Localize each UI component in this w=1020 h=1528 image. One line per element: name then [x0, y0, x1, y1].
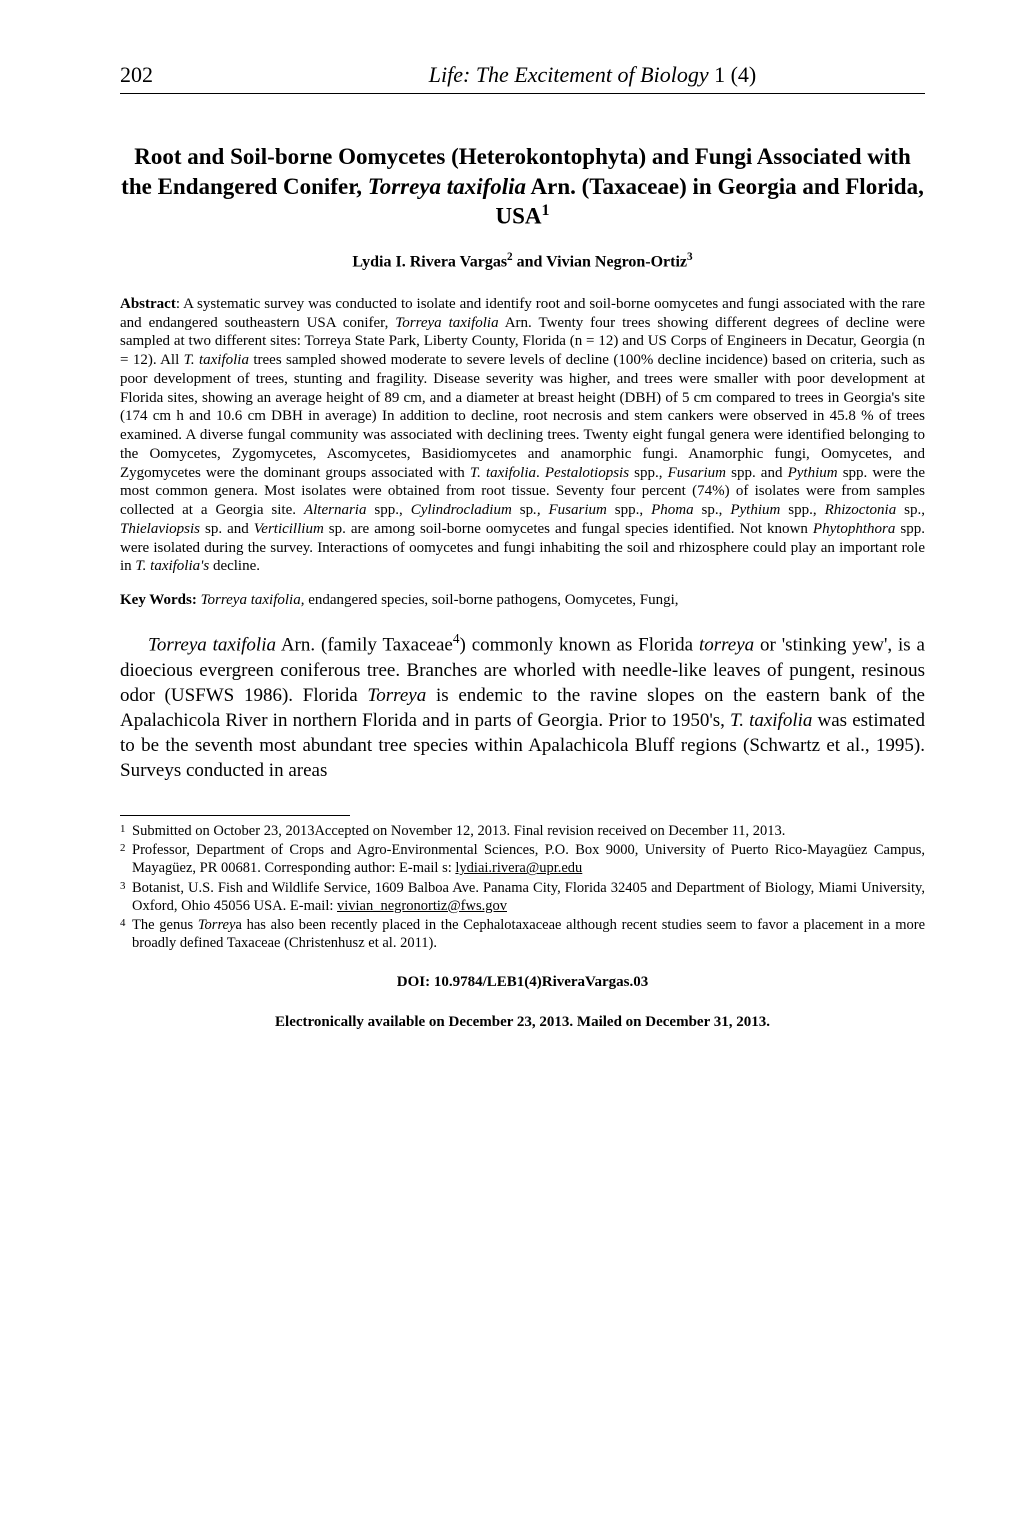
footnote-2-text: Professor, Department of Crops and Agro-… [132, 841, 925, 877]
abstract-text-13: sp., [896, 502, 925, 518]
keywords-line: Key Words: Torreya taxifolia, endangered… [120, 590, 925, 610]
availability-line: Electronically available on December 23,… [120, 1012, 925, 1032]
keywords-sci: Torreya taxifolia [201, 592, 301, 608]
body-sci-1: Torreya taxifolia [148, 635, 276, 656]
abstract-text-9: sp [512, 502, 533, 518]
article-title: Root and Soil-borne Oomycetes (Heterokon… [120, 142, 925, 232]
footnote-3-text: Botanist, U.S. Fish and Wildlife Service… [132, 879, 925, 915]
abstract-text-14: sp. and [200, 521, 254, 537]
abstract-sci-9: ., Fusarium [533, 502, 607, 518]
doi-line: DOI: 10.9784/LEB1(4)RiveraVargas.03 [120, 972, 925, 992]
abstract-sci-12: Rhizoctonia [825, 502, 897, 518]
abstract-sci-15: Phytophthora [813, 521, 896, 537]
abstract-sci-7: Alternaria [304, 502, 367, 518]
running-header: 202 Life: The Excitement of Biology 1 (4… [120, 60, 925, 94]
footnote-4-marker: 4 [120, 918, 132, 954]
abstract-text-4: . [536, 465, 545, 481]
abstract-sci-6: Pythium [788, 465, 838, 481]
keywords-label: Key Words: [120, 592, 201, 608]
abstract-text-15: sp. are among soil-borne oomycetes and f… [324, 521, 813, 537]
abstract-sci-4: Pestalotiopsis [545, 465, 629, 481]
abstract-paragraph: Abstract: A systematic survey was conduc… [120, 295, 925, 576]
footnote-3-body: Botanist, U.S. Fish and Wildlife Service… [132, 880, 925, 914]
abstract-sci-2: T. taxifolia [184, 352, 249, 368]
abstract-sci-16: T. taxifolia's [135, 558, 209, 574]
footnote-3-email-link[interactable]: vivian_negronortiz@fws.gov [337, 898, 507, 914]
body-sci-4: T. taxifolia [730, 710, 812, 731]
body-paragraph-1: Torreya taxifolia Arn. (family Taxaceae4… [120, 630, 925, 783]
title-scientific-name: Torreya taxifolia [368, 174, 526, 199]
author-1-name: Lydia I. Rivera Vargas [352, 253, 507, 270]
footnote-2-email-link[interactable]: lydiai.rivera@upr.edu [455, 860, 582, 876]
footnote-1-text: Submitted on October 23, 2013Accepted on… [132, 822, 925, 840]
footnote-1: 1 Submitted on October 23, 2013Accepted … [120, 822, 925, 840]
authors-line: Lydia I. Rivera Vargas2 and Vivian Negro… [120, 250, 925, 273]
body-text-2: ) commonly known as Florida [460, 635, 699, 656]
footnote-3: 3 Botanist, U.S. Fish and Wildlife Servi… [120, 879, 925, 915]
journal-title: Life: The Excitement of Biology 1 (4) [260, 60, 925, 90]
abstract-text-17: decline. [209, 558, 260, 574]
footnote-3-marker: 3 [120, 881, 132, 917]
footnote-4: 4 The genus Torreya has also been recent… [120, 916, 925, 952]
abstract-sci-3: T. taxifolia [470, 465, 536, 481]
abstract-text-8: spp., [366, 502, 410, 518]
page-number: 202 [120, 60, 260, 90]
footnote-4-text-b: a has also been recently placed in the C… [132, 917, 925, 951]
footnotes-block: 1 Submitted on October 23, 2013Accepted … [120, 822, 925, 952]
footnote-4-text: The genus Torreya has also been recently… [132, 916, 925, 952]
footnote-separator-rule [120, 815, 350, 816]
journal-volume: 1 (4) [709, 62, 757, 87]
author-2-affil-ref: 3 [687, 251, 693, 263]
footnote-1-marker: 1 [120, 824, 132, 842]
abstract-sci-10: Phoma [651, 502, 694, 518]
abstract-sci-13: Thielaviopsis [120, 521, 200, 537]
abstract-text-5: spp., [629, 465, 668, 481]
body-footnote-ref-4: 4 [453, 631, 460, 646]
body-sci-2: torreya [699, 635, 754, 656]
abstract-sci-5: Fusarium [668, 465, 726, 481]
author-separator: and [513, 253, 547, 270]
keywords-rest: , endangered species, soil-borne pathoge… [301, 592, 679, 608]
abstract-sci-11: Pythium [730, 502, 780, 518]
abstract-text-12: spp., [780, 502, 824, 518]
body-text-1: Arn. (family Taxaceae [276, 635, 453, 656]
author-2-name: Vivian Negron-Ortiz [546, 253, 687, 270]
abstract-sci-14: Verticillium [254, 521, 324, 537]
journal-title-text: Life: The Excitement of Biology [429, 62, 709, 87]
footnote-4-text-a: The genus [132, 917, 198, 933]
abstract-text-10: spp., [607, 502, 651, 518]
footnote-4-sci: Torrey [198, 917, 236, 933]
title-footnote-ref: 1 [541, 202, 549, 219]
abstract-sci-8: Cylindrocladium [411, 502, 512, 518]
body-sci-3: Torreya [367, 685, 426, 706]
title-text-post: Arn. (Taxaceae) in Georgia and Florida, … [495, 174, 923, 230]
footnote-2-marker: 2 [120, 843, 132, 879]
abstract-sep: : [176, 296, 183, 312]
abstract-sci-1: Torreya taxifolia [395, 315, 498, 331]
abstract-text-3: trees sampled showed moderate to severe … [120, 352, 925, 481]
abstract-text-6: spp. and [726, 465, 788, 481]
abstract-text-11: sp., [694, 502, 731, 518]
abstract-label: Abstract [120, 296, 176, 312]
footnote-2: 2 Professor, Department of Crops and Agr… [120, 841, 925, 877]
